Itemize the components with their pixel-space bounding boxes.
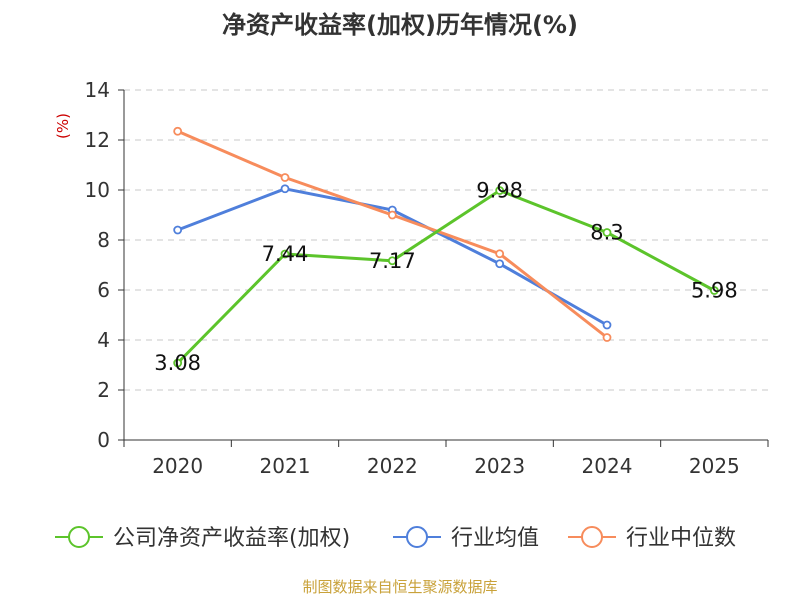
legend-item[interactable]: 行业中位数: [568, 526, 736, 551]
data-point: [387, 210, 397, 220]
y-tick-label: 12: [85, 128, 110, 152]
data-point: [602, 228, 612, 237]
data-point: [173, 225, 183, 235]
y-tick-label: 0: [97, 428, 110, 452]
y-axis-unit: (%): [54, 113, 72, 139]
data-labels: 3.08 7.44 7.17 9.98 8.3 5.98: [154, 179, 737, 376]
data-point: [495, 249, 505, 259]
data-point: [280, 249, 290, 259]
data-label: 3.08: [154, 351, 201, 375]
data-label: 9.98: [476, 179, 523, 203]
axes: 0 2 4 6 8 10 12 14 2020 2021 2022 2023 2024 2025: [85, 78, 769, 478]
x-tick-label: 2022: [367, 454, 418, 478]
data-point: [602, 333, 612, 342]
x-tick-label: 2023: [474, 454, 525, 478]
data-point: [495, 186, 505, 195]
data-label: 5.98: [691, 279, 738, 303]
data-point: [602, 320, 612, 330]
series-layer: [173, 126, 719, 368]
series-line: [176, 189, 716, 365]
legend-marker-icon: [581, 526, 603, 548]
data-point: [495, 259, 505, 269]
data-point: [173, 126, 183, 136]
legend-label: 行业中位数: [626, 526, 736, 551]
y-tick-label: 2: [97, 378, 110, 402]
data-point: [387, 256, 397, 266]
data-point: [280, 184, 290, 194]
chart-title: 净资产收益率(加权)历年情况(%): [222, 11, 578, 39]
y-tick-label: 4: [97, 328, 110, 352]
x-tick-label: 2024: [582, 454, 633, 478]
y-tick-label: 8: [97, 228, 110, 252]
legend-marker-icon: [406, 526, 428, 548]
y-tick-label: 14: [85, 78, 110, 102]
legend[interactable]: 公司净资产收益率(加权) 行业均值 行业中位数: [55, 526, 736, 551]
data-point: [173, 358, 183, 368]
x-tick-label: 2020: [152, 454, 203, 478]
data-point: [280, 173, 290, 182]
x-tick-label: 2021: [260, 454, 311, 478]
data-label: 7.44: [262, 242, 309, 266]
y-tick-label: 10: [85, 178, 110, 202]
legend-marker-icon: [68, 526, 90, 548]
grid-lines: [124, 89, 768, 391]
data-label: 7.17: [369, 249, 416, 273]
data-point: [709, 286, 719, 295]
y-tick-label: 6: [97, 278, 110, 302]
x-tick-label: 2025: [689, 454, 740, 478]
legend-label: 公司净资产收益率(加权): [113, 526, 350, 551]
legend-item[interactable]: 行业均值: [393, 526, 539, 551]
legend-label: 行业均值: [451, 526, 539, 551]
series-line: [177, 129, 608, 339]
legend-item[interactable]: 公司净资产收益率(加权): [55, 526, 350, 551]
source-note: 制图数据来自恒生聚源数据库: [302, 578, 497, 596]
data-label: 8.3: [590, 221, 623, 245]
